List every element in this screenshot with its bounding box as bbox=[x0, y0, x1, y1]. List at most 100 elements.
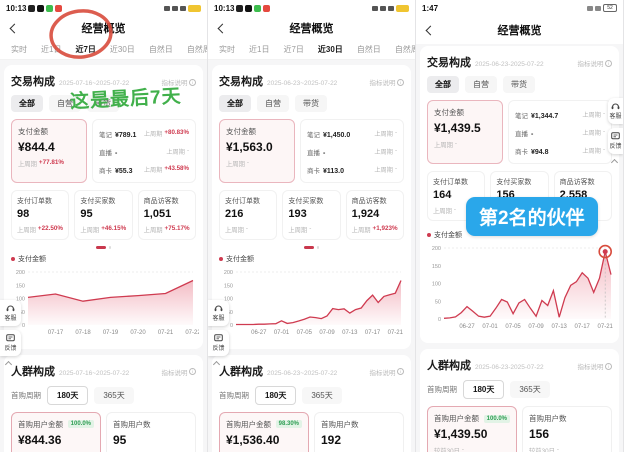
info-icon: i bbox=[189, 368, 196, 375]
page-title: 经营概览 bbox=[289, 23, 334, 35]
tab-1d[interactable]: 近1日 bbox=[41, 45, 62, 54]
buyers-card[interactable]: 支付买家数 193 上周期 - bbox=[282, 190, 341, 240]
breakdown-row-notes: 笔记 ¥1,344.7 上周期 - bbox=[515, 109, 605, 121]
status-bar: 10:13 bbox=[0, 0, 207, 16]
tab-30d[interactable]: 近30日 bbox=[109, 45, 135, 54]
metric-help-link[interactable]: 指标说明 i bbox=[578, 361, 612, 371]
svg-text:07-05: 07-05 bbox=[297, 330, 313, 336]
cycle-365d[interactable]: 365天 bbox=[94, 386, 134, 404]
app-icon bbox=[28, 4, 36, 12]
chip-affiliate[interactable]: 带货 bbox=[295, 95, 327, 112]
collapse-icon[interactable] bbox=[610, 158, 619, 167]
chip-self[interactable]: 自营 bbox=[465, 76, 497, 93]
section-title: 交易构成 bbox=[11, 76, 55, 88]
trade-composition-card: 交易构成 2025-06-23-2025-07-22 指标说明 i 全部 自营 带… bbox=[420, 46, 619, 343]
cycle-365d[interactable]: 365天 bbox=[510, 381, 550, 398]
date-range: 2025-06-23-2025-07-22 bbox=[475, 61, 544, 68]
chip-affiliate[interactable]: 带货 bbox=[87, 95, 119, 112]
orders-card[interactable]: 支付订单数 216 上周期 - bbox=[219, 190, 278, 240]
legend-dot-icon bbox=[11, 256, 15, 261]
metric-help-link[interactable]: 指标说明 i bbox=[370, 367, 404, 377]
cycle-180d[interactable]: 180天 bbox=[255, 385, 297, 405]
app-icon bbox=[236, 4, 244, 12]
tab-realtime[interactable]: 实时 bbox=[219, 45, 235, 54]
chip-all[interactable]: 全部 bbox=[11, 95, 43, 112]
tab-natural-day[interactable]: 自然日 bbox=[356, 45, 381, 54]
tab-natural-week[interactable]: 自然周 bbox=[186, 45, 207, 54]
customer-service-button[interactable]: 客服 bbox=[0, 300, 21, 326]
back-icon[interactable] bbox=[217, 23, 228, 34]
info-icon: i bbox=[605, 59, 612, 67]
feedback-button[interactable]: 反馈 bbox=[208, 330, 229, 356]
signal-icon bbox=[380, 5, 386, 11]
breakdown-row-live: 直播 - 上周期 - bbox=[307, 146, 397, 158]
section-title: 交易构成 bbox=[427, 57, 471, 69]
chip-affiliate[interactable]: 带货 bbox=[503, 76, 535, 93]
trade-composition-card: 交易构成 2025-07-16~2025-07-22 指标说明 i 全部 自营 带… bbox=[4, 65, 203, 349]
chip-self[interactable]: 自营 bbox=[49, 95, 81, 112]
tab-30d[interactable]: 近30日 bbox=[317, 45, 343, 54]
metric-help-link[interactable]: 指标说明 i bbox=[370, 77, 404, 87]
breakdown-row-notes: 笔记 ¥1,450.0 上周期 - bbox=[307, 128, 397, 140]
tab-7d[interactable]: 近7日 bbox=[75, 45, 96, 54]
first-purchase-users-card[interactable]: 首购用户数 95 较前7日+48.44% bbox=[106, 411, 196, 452]
first-purchase-users-card[interactable]: 首购用户数 192 较前30日- bbox=[314, 411, 404, 452]
info-icon: i bbox=[189, 78, 196, 86]
metric-help-link[interactable]: 指标说明 i bbox=[578, 58, 612, 68]
tab-7d[interactable]: 近7日 bbox=[283, 45, 304, 54]
svg-text:100: 100 bbox=[432, 282, 441, 288]
collapse-icon[interactable] bbox=[212, 360, 221, 369]
svg-text:200: 200 bbox=[432, 246, 441, 252]
floating-buttons: 客服 反馈 bbox=[208, 300, 229, 369]
customer-service-button[interactable]: 客服 bbox=[608, 98, 623, 124]
svg-text:07-09: 07-09 bbox=[528, 324, 544, 330]
customer-service-button[interactable]: 客服 bbox=[208, 300, 229, 326]
tab-natural-week[interactable]: 自然周 bbox=[394, 45, 415, 54]
svg-text:07-18: 07-18 bbox=[75, 330, 91, 336]
chip-all[interactable]: 全部 bbox=[427, 76, 459, 93]
cycle-365d[interactable]: 365天 bbox=[302, 386, 342, 404]
section-title: 人群构成 bbox=[427, 360, 471, 372]
payment-amount-card[interactable]: 支付金额 ¥844.4 上周期 +77.81% bbox=[11, 119, 87, 183]
first-purchase-amount-card[interactable]: 首购用户金额 100.0% ¥1,439.50 较前30日 - bbox=[427, 406, 517, 452]
status-bar: 10:13 bbox=[208, 0, 415, 16]
signal-icon bbox=[172, 5, 178, 11]
orders-card[interactable]: 支付订单数 98 上周期 +22.50% bbox=[11, 190, 70, 240]
cycle-180d[interactable]: 180天 bbox=[463, 380, 505, 399]
channel-breakdown: 笔记 ¥1,344.7 上周期 - 直播 - 上周期 - 商卡 ¥94.8 上周期 - bbox=[508, 100, 612, 164]
metric-help-link[interactable]: 指标说明 i bbox=[162, 367, 196, 377]
feedback-icon bbox=[214, 334, 223, 342]
visitors-card[interactable]: 商品访客数 1,924 上周期 +1,923% bbox=[345, 190, 404, 240]
wechat-icon bbox=[254, 4, 262, 12]
first-purchase-users-card[interactable]: 首购用户数 156 较前30日 - bbox=[522, 406, 612, 452]
back-icon[interactable] bbox=[425, 25, 436, 36]
chart-legend: 支付金额 bbox=[219, 254, 404, 264]
chip-self[interactable]: 自营 bbox=[257, 95, 289, 112]
svg-text:07-17: 07-17 bbox=[48, 330, 64, 336]
payment-amount-card[interactable]: 支付金额 ¥1,439.5 上周期 - bbox=[427, 100, 503, 164]
metric-help-link[interactable]: 指标说明 i bbox=[162, 77, 196, 87]
orders-card[interactable]: 支付订单数 164 上周期 - bbox=[427, 171, 486, 221]
nav-bar: 经营概览 bbox=[0, 16, 207, 40]
svg-text:07-21: 07-21 bbox=[598, 324, 614, 330]
back-icon[interactable] bbox=[9, 23, 20, 34]
tab-natural-day[interactable]: 自然日 bbox=[148, 45, 173, 54]
feedback-button[interactable]: 反馈 bbox=[0, 330, 21, 356]
tab-realtime[interactable]: 实时 bbox=[11, 45, 27, 54]
svg-text:07-05: 07-05 bbox=[505, 324, 521, 330]
buyers-card[interactable]: 支付买家数 95 上周期 +46.15% bbox=[74, 190, 133, 240]
chart-legend: 支付金额 bbox=[11, 254, 196, 264]
visitors-card[interactable]: 商品访客数 1,051 上周期 +75.17% bbox=[137, 190, 196, 240]
collapse-icon[interactable] bbox=[4, 360, 13, 369]
feedback-button[interactable]: 反馈 bbox=[608, 128, 623, 154]
chip-all[interactable]: 全部 bbox=[219, 95, 251, 112]
tab-1d[interactable]: 近1日 bbox=[249, 45, 270, 54]
payment-amount-card[interactable]: 支付金额 ¥1,563.0 上周期 - bbox=[219, 119, 295, 183]
cycle-180d[interactable]: 180天 bbox=[47, 385, 89, 405]
app-icon bbox=[263, 4, 271, 12]
svg-text:0: 0 bbox=[438, 317, 441, 323]
svg-text:07-21: 07-21 bbox=[158, 330, 174, 336]
headset-icon bbox=[611, 103, 620, 110]
